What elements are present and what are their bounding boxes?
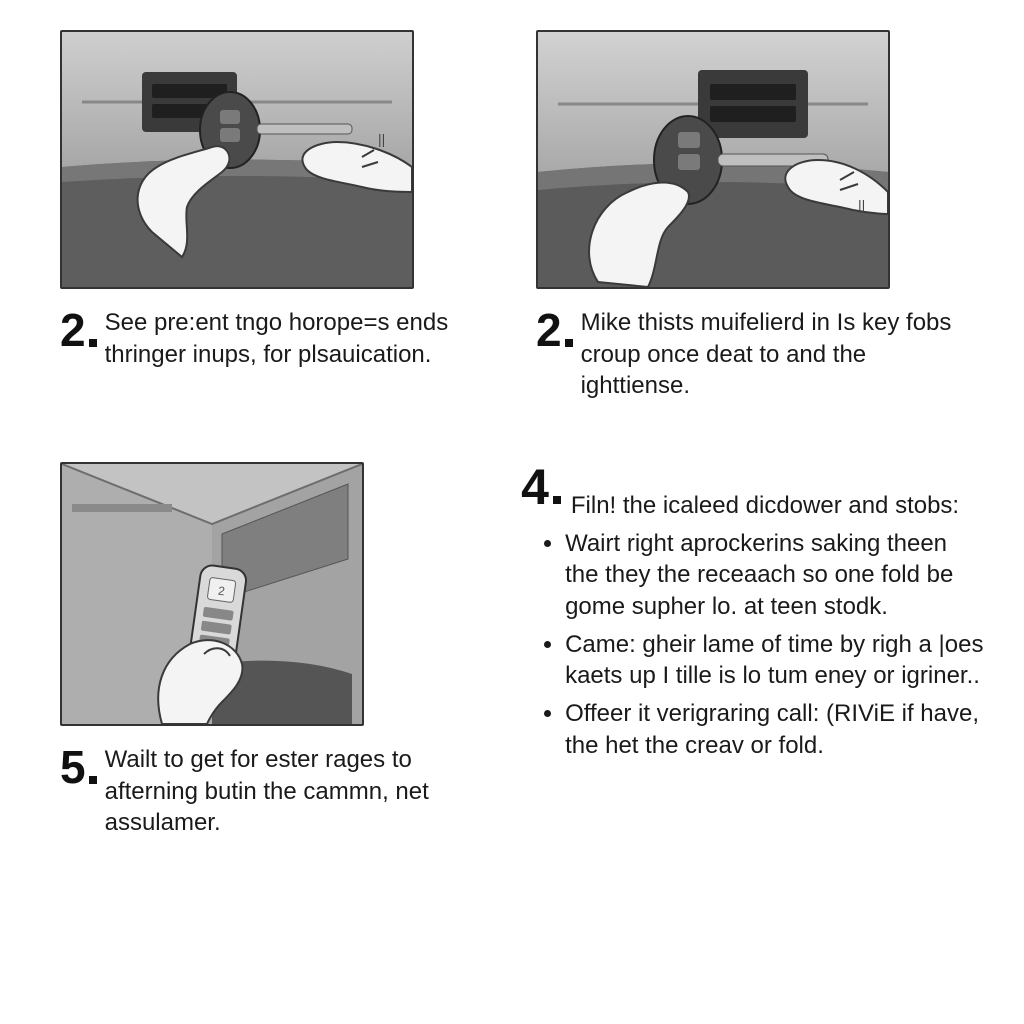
step-4-lead: Filn! the icaleed dicdower and stobs: — [571, 490, 959, 522]
step-2-left-text: 2 See pre:ent tngo horope=s ends thringe… — [60, 307, 480, 370]
step-4: 4 Filn! the icaleed dicdower and stobs: … — [521, 462, 984, 839]
row-bottom: 2 5 Wailt to get for — [60, 462, 984, 839]
step-number: 5 — [60, 744, 97, 790]
svg-text:||: || — [858, 197, 865, 213]
bullet-item: Wairt right aprockerins saking theen the… — [565, 528, 984, 623]
step-body-text: See pre:ent tngo horope=s ends thringer … — [105, 307, 480, 370]
bullet-item: Offeer it verigraring call: (RIViE if ha… — [565, 698, 984, 761]
step-number-digit: 4 — [521, 462, 549, 512]
step-number-dot — [565, 339, 573, 347]
step-number: 2 — [60, 307, 97, 353]
illustration-keyfob-right: || — [536, 30, 890, 289]
step-number: 2 — [536, 307, 573, 353]
instruction-page: || 2 See pre:ent tngo horope=s ends thri… — [0, 0, 1024, 1024]
illustration-keyfob-left: || — [60, 30, 414, 289]
step-number-dot — [89, 339, 97, 347]
step-body-text: Mike thists muifelierd in Is key fobs cr… — [581, 307, 956, 402]
illustration-remote-door: 2 — [60, 462, 364, 726]
step-number-dot — [553, 496, 561, 504]
step-body-text: Wailt to get for ester rages to afternin… — [105, 744, 465, 839]
step-number-digit: 2 — [60, 307, 85, 353]
row-top: || 2 See pre:ent tngo horope=s ends thri… — [60, 30, 984, 402]
step-2-right: || 2 Mike thists muifelierd in Is key fo… — [536, 30, 956, 402]
step-number: 4 — [521, 462, 561, 512]
step-5-text: 5 Wailt to get for ester rages to aftern… — [60, 744, 465, 839]
step-4-bullets: Wairt right aprockerins saking theen the… — [545, 528, 984, 762]
step-number-digit: 2 — [536, 307, 561, 353]
svg-text:||: || — [378, 131, 385, 147]
step-4-head: 4 Filn! the icaleed dicdower and stobs: — [521, 462, 984, 522]
step-number-digit: 5 — [60, 744, 85, 790]
step-2-right-text: 2 Mike thists muifelierd in Is key fobs … — [536, 307, 956, 402]
step-2-left: || 2 See pre:ent tngo horope=s ends thri… — [60, 30, 480, 402]
bullet-item: Came: gheir lame of time by righ a |oes … — [565, 629, 984, 692]
step-number-dot — [89, 776, 97, 784]
step-5: 2 5 Wailt to get for — [60, 462, 465, 839]
